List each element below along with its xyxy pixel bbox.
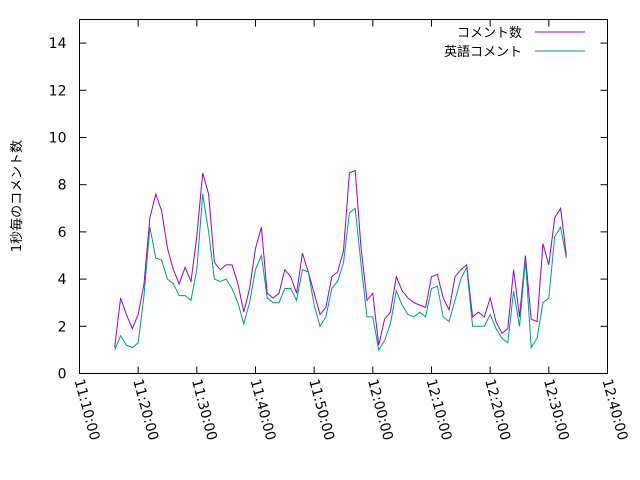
y-tick-label: 6 [58,225,67,241]
y-tick-label: 4 [58,272,67,288]
y-tick-label: 12 [49,83,67,99]
plot-frame [79,19,608,374]
x-tick-label: 12:40:00 [599,377,631,442]
legend-label: コメント数 [457,26,522,41]
y-tick-label: 10 [49,131,67,147]
x-tick-label: 12:30:00 [540,377,572,442]
y-tick-label: 14 [49,36,67,52]
series-line-1 [114,194,567,352]
y-tick-label: 0 [58,367,67,383]
y-axis-title: 1秒毎のコメント数 [9,140,25,252]
series-group [114,169,567,352]
y-tick-label: 8 [58,178,67,194]
legend-label: 英語コメント [444,44,522,60]
x-tick-label: 11:10:00 [71,377,103,442]
x-tick-label: 12:00:00 [364,377,396,442]
x-tick-label: 12:10:00 [423,377,455,442]
x-tick-label: 11:30:00 [188,377,220,442]
series-line-0 [114,169,567,348]
x-tick-label: 11:50:00 [305,377,337,442]
x-axis-ticks: 11:10:00 11:20:00 11:30:00 11:40:00 11:50:00… [71,19,631,442]
x-tick-label: 11:20:00 [129,377,161,442]
y-axis-ticks: 0 2 4 6 8 10 12 14 [49,36,608,383]
x-tick-label: 11:40:00 [247,377,279,442]
y-tick-label: 2 [58,319,67,335]
x-tick-label: 12:20:00 [481,377,513,442]
